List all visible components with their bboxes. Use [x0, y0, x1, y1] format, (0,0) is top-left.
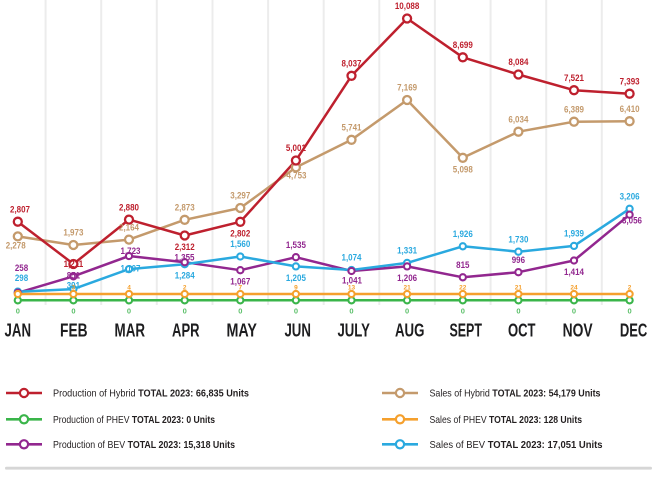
svg-text:JAN: JAN [5, 321, 32, 341]
svg-text:0: 0 [349, 307, 353, 316]
svg-text:6,389: 6,389 [564, 104, 584, 114]
svg-text:996: 996 [512, 255, 525, 265]
svg-text:FEB: FEB [60, 321, 88, 341]
svg-text:Sales of BEV: Sales of BEV [430, 440, 486, 451]
svg-text:Production of BEV: Production of BEV [53, 440, 125, 451]
svg-text:TOTAL 2023: 0 Units: TOTAL 2023: 0 Units [132, 415, 215, 426]
svg-text:22: 22 [459, 285, 467, 292]
svg-text:258: 258 [15, 263, 28, 273]
svg-text:DEC: DEC [620, 321, 648, 341]
svg-text:7,169: 7,169 [397, 83, 417, 93]
svg-text:0: 0 [294, 307, 298, 316]
svg-text:13: 13 [348, 285, 356, 292]
svg-text:Sales of PHEV: Sales of PHEV [430, 415, 487, 426]
svg-text:24: 24 [570, 285, 578, 292]
svg-text:3,056: 3,056 [622, 216, 642, 226]
svg-text:TOTAL 2023: 17,051 Units: TOTAL 2023: 17,051 Units [488, 440, 603, 451]
svg-text:TOTAL 2023: 66,835 Units: TOTAL 2023: 66,835 Units [138, 389, 249, 400]
svg-text:391: 391 [67, 281, 80, 291]
svg-text:1,939: 1,939 [564, 229, 584, 239]
svg-text:21: 21 [403, 285, 411, 292]
svg-text:4: 4 [127, 285, 131, 292]
svg-text:0: 0 [572, 307, 576, 316]
svg-text:1,206: 1,206 [397, 273, 417, 283]
svg-text:0: 0 [127, 307, 131, 316]
svg-text:298: 298 [15, 273, 28, 283]
svg-text:NOV: NOV [563, 321, 593, 341]
svg-text:1,355: 1,355 [175, 253, 195, 263]
svg-text:TOTAL 2023: 15,318 Units: TOTAL 2023: 15,318 Units [128, 440, 236, 451]
svg-text:SEPT: SEPT [449, 321, 482, 341]
svg-text:8,699: 8,699 [453, 40, 473, 50]
svg-text:0: 0 [71, 307, 75, 316]
svg-text:6,034: 6,034 [508, 114, 528, 124]
svg-text:1,211: 1,211 [64, 259, 84, 269]
svg-text:9: 9 [294, 285, 298, 292]
svg-text:JULY: JULY [337, 321, 370, 341]
svg-text:2,164: 2,164 [119, 222, 139, 232]
svg-text:Production of Hybrid: Production of Hybrid [53, 389, 136, 400]
svg-text:2: 2 [183, 285, 187, 292]
svg-text:1,730: 1,730 [508, 234, 528, 244]
svg-text:7,393: 7,393 [620, 76, 640, 86]
svg-text:10,088: 10,088 [395, 1, 420, 11]
svg-text:6,410: 6,410 [620, 104, 640, 114]
svg-text:1,067: 1,067 [230, 277, 250, 287]
svg-text:21: 21 [515, 285, 523, 292]
svg-text:0: 0 [628, 307, 632, 316]
svg-text:1,560: 1,560 [230, 239, 250, 249]
svg-text:2,807: 2,807 [10, 204, 30, 214]
svg-text:2,873: 2,873 [175, 203, 195, 213]
svg-text:7,521: 7,521 [564, 73, 584, 83]
svg-text:2: 2 [628, 285, 632, 292]
svg-text:851: 851 [67, 271, 80, 281]
svg-text:2,880: 2,880 [119, 202, 139, 212]
svg-text:OCT: OCT [508, 321, 536, 341]
svg-text:5,098: 5,098 [453, 164, 473, 174]
svg-text:AUG: AUG [395, 321, 425, 341]
svg-text:1,041: 1,041 [342, 276, 362, 286]
svg-text:4,753: 4,753 [287, 171, 307, 181]
svg-text:2,278: 2,278 [6, 241, 26, 251]
svg-text:Sales of Hybrid: Sales of Hybrid [430, 389, 491, 400]
svg-text:1,074: 1,074 [342, 253, 362, 263]
svg-text:0: 0 [516, 307, 520, 316]
svg-text:0: 0 [405, 307, 409, 316]
svg-text:3: 3 [72, 285, 76, 292]
svg-text:0: 0 [461, 307, 465, 316]
svg-text:0: 0 [16, 307, 20, 316]
svg-text:1,107: 1,107 [121, 264, 141, 274]
svg-text:1,414: 1,414 [564, 267, 584, 277]
svg-text:Production of PHEV: Production of PHEV [53, 415, 130, 426]
svg-text:1,535: 1,535 [286, 240, 306, 250]
svg-text:1,973: 1,973 [63, 228, 83, 238]
svg-text:0: 0 [238, 307, 242, 316]
svg-text:8,037: 8,037 [342, 59, 362, 69]
svg-text:APR: APR [172, 321, 200, 341]
svg-text:1,205: 1,205 [286, 273, 306, 283]
svg-text:1,723: 1,723 [121, 246, 141, 256]
svg-text:2,312: 2,312 [175, 242, 195, 252]
svg-text:MAR: MAR [115, 321, 146, 341]
svg-text:0: 0 [183, 307, 187, 316]
svg-text:3,297: 3,297 [230, 191, 250, 201]
svg-text:7: 7 [238, 285, 242, 292]
svg-text:MAY: MAY [226, 321, 257, 341]
svg-text:JUN: JUN [284, 321, 311, 341]
svg-text:3,206: 3,206 [620, 192, 640, 202]
svg-text:TOTAL 2023: 128 Units: TOTAL 2023: 128 Units [489, 415, 582, 426]
svg-text:5,741: 5,741 [342, 123, 362, 133]
svg-text:8,084: 8,084 [508, 57, 528, 67]
svg-text:5,001: 5,001 [286, 143, 306, 153]
svg-text:TOTAL 2023: 54,179 Units: TOTAL 2023: 54,179 Units [492, 389, 600, 400]
svg-text:1,331: 1,331 [397, 246, 417, 256]
svg-text:1,926: 1,926 [453, 229, 473, 239]
svg-text:1,284: 1,284 [175, 271, 195, 281]
svg-text:815: 815 [456, 260, 469, 270]
svg-text:2,802: 2,802 [230, 228, 250, 238]
